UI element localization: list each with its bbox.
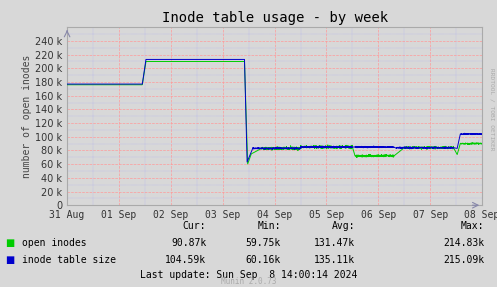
Text: 135.11k: 135.11k [314,255,355,265]
Text: 214.83k: 214.83k [443,238,485,248]
Text: inode table size: inode table size [22,255,116,265]
Text: 215.09k: 215.09k [443,255,485,265]
Text: RRDTOOL / TOBI OETIKER: RRDTOOL / TOBI OETIKER [490,68,495,150]
Text: ■: ■ [5,238,14,248]
Text: 90.87k: 90.87k [171,238,206,248]
Title: Inode table usage - by week: Inode table usage - by week [162,11,388,25]
Text: Munin 2.0.73: Munin 2.0.73 [221,278,276,286]
Text: Max:: Max: [461,221,485,231]
Y-axis label: number of open inodes: number of open inodes [22,55,32,178]
Text: Min:: Min: [257,221,281,231]
Text: open inodes: open inodes [22,238,87,248]
Text: Last update: Sun Sep  8 14:00:14 2024: Last update: Sun Sep 8 14:00:14 2024 [140,270,357,280]
Text: 131.47k: 131.47k [314,238,355,248]
Text: Avg:: Avg: [332,221,355,231]
Text: 104.59k: 104.59k [165,255,206,265]
Text: ■: ■ [5,255,14,265]
Text: Cur:: Cur: [183,221,206,231]
Text: 60.16k: 60.16k [246,255,281,265]
Text: 59.75k: 59.75k [246,238,281,248]
